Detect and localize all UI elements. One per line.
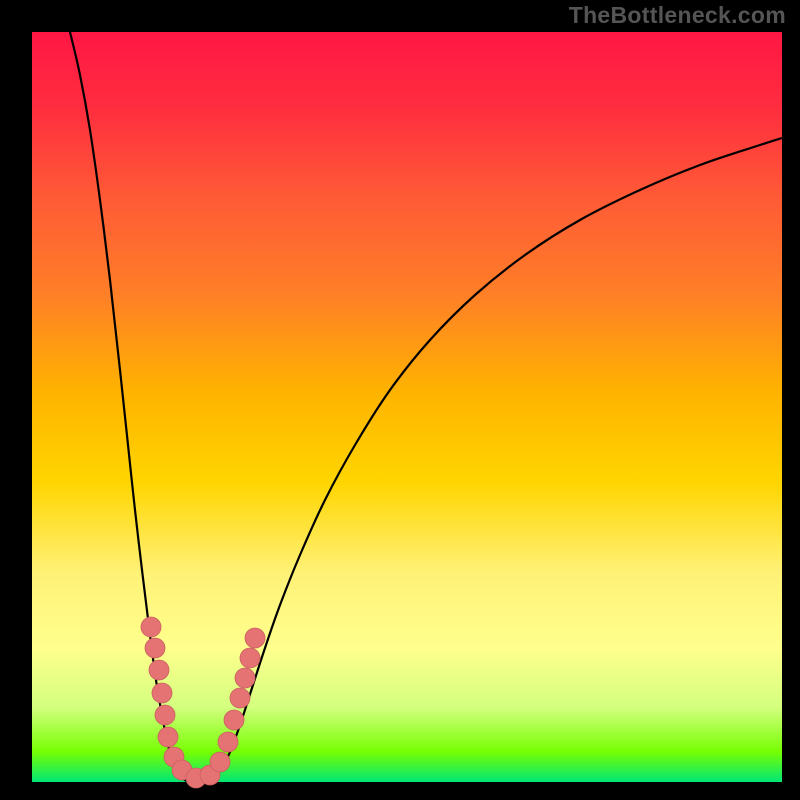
- data-marker: [224, 710, 244, 730]
- data-marker: [245, 628, 265, 648]
- bottleneck-curve-right: [198, 138, 782, 782]
- data-marker: [145, 638, 165, 658]
- data-marker: [218, 732, 238, 752]
- data-marker: [210, 752, 230, 772]
- data-marker: [230, 688, 250, 708]
- data-marker: [141, 617, 161, 637]
- plot-area: [32, 32, 782, 782]
- watermark-text: TheBottleneck.com: [569, 2, 786, 29]
- data-marker: [155, 705, 175, 725]
- bottleneck-chart: TheBottleneck.com: [0, 0, 800, 800]
- data-marker: [158, 727, 178, 747]
- data-marker: [235, 668, 255, 688]
- data-marker: [152, 683, 172, 703]
- data-marker: [149, 660, 169, 680]
- data-markers: [141, 617, 265, 788]
- data-marker: [240, 648, 260, 668]
- curve-layer: [32, 32, 782, 782]
- bottleneck-curve-left: [70, 32, 198, 782]
